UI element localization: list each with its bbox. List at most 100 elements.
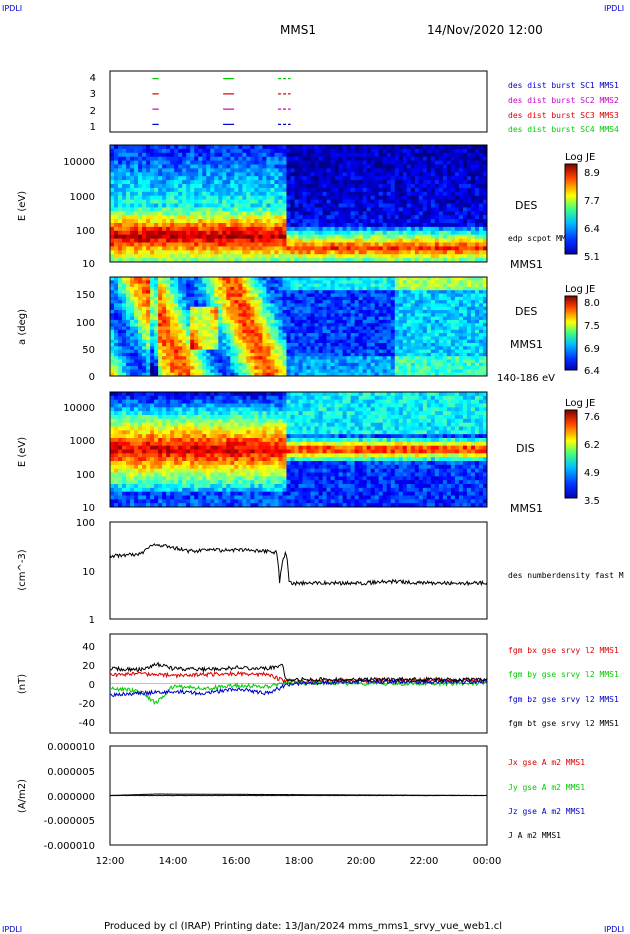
spectrogram-cell <box>390 156 396 161</box>
spectrogram-cell <box>338 223 344 228</box>
spectrogram-cell <box>298 343 303 347</box>
spectrogram-cell <box>318 286 323 291</box>
spectrogram-cell <box>206 286 211 291</box>
spectrogram-cell <box>258 219 263 224</box>
spectrogram-cell <box>458 187 464 193</box>
spectrogram-cell <box>378 306 384 311</box>
spectrogram-cell <box>230 283 235 288</box>
spectrogram-cell <box>210 323 215 327</box>
spectrogram-cell <box>262 290 267 294</box>
spectrogram-cell <box>134 191 139 197</box>
spectrogram-cell <box>130 230 135 236</box>
spectrogram-cell <box>198 230 203 236</box>
spectrogram-cell <box>310 290 315 294</box>
spectrogram-cell <box>370 219 376 224</box>
spectrogram-cell <box>294 336 299 341</box>
spectrogram-cell <box>454 156 460 161</box>
spectrogram-cell <box>138 156 143 161</box>
spectrogram-cell <box>322 277 327 281</box>
spectrogram-cell <box>250 184 255 189</box>
spectrogram-cell <box>214 187 219 193</box>
spectrogram-cell <box>210 164 215 169</box>
spectrogram-cell <box>274 333 279 337</box>
spectrogram-cell <box>206 203 211 208</box>
spectrogram-cell <box>294 191 299 197</box>
spectrogram-cell <box>286 310 291 314</box>
spectrogram-cell <box>274 310 279 314</box>
spectrogram-cell <box>478 246 484 251</box>
spectrogram-cell <box>298 207 303 212</box>
spectrogram-cell <box>154 207 159 212</box>
spectrogram-cell <box>130 310 135 314</box>
spectrogram-cell <box>314 234 319 239</box>
spectrogram-cell <box>158 172 163 177</box>
spectrogram-cell <box>150 329 155 334</box>
spectrogram-cell <box>318 180 323 185</box>
spectrogram-cell <box>130 319 135 324</box>
spectrogram-cell <box>374 219 380 224</box>
spectrogram-cell <box>402 199 408 204</box>
spectrogram-cell <box>298 148 303 154</box>
spectrogram-cell <box>374 286 380 291</box>
spectrogram-cell <box>350 215 356 220</box>
spectrogram-cell <box>166 203 171 208</box>
spectrogram-cell <box>242 250 247 255</box>
spectrogram-cell <box>250 369 255 374</box>
spectrogram-cell <box>194 343 199 347</box>
spectrogram-cell <box>270 329 275 334</box>
spectrogram-cell <box>138 160 143 165</box>
spectrogram-cell <box>394 211 400 216</box>
spectrogram-cell <box>358 323 364 327</box>
spectrogram-cell <box>170 283 175 288</box>
spectrogram-cell <box>302 366 307 370</box>
spectrogram-cell <box>246 316 251 321</box>
spectrogram-cell <box>294 152 299 158</box>
spectrogram-cell <box>358 238 364 243</box>
spectrogram-cell <box>250 323 255 327</box>
spectrogram-cell <box>174 226 179 232</box>
spectrogram-cell <box>438 219 444 224</box>
spectrogram-cell <box>270 369 275 374</box>
spectrogram-cell <box>410 246 416 251</box>
spectrogram-cell <box>250 172 255 177</box>
spectrogram-cell <box>378 343 384 347</box>
spectrogram-cell <box>126 290 131 294</box>
spectrogram-cell <box>274 207 279 212</box>
spectrogram-cell <box>154 199 159 204</box>
spectrogram-cell <box>158 230 163 236</box>
spectrogram-cell <box>290 329 295 334</box>
spectrogram-cell <box>202 172 207 177</box>
spectrogram-cell <box>258 230 263 236</box>
spectrogram-cell <box>222 160 227 165</box>
spectrogram-cell <box>238 176 243 181</box>
spectrogram-cell <box>150 313 155 317</box>
spectrogram-cell <box>390 310 396 314</box>
spectrogram-cell <box>306 313 311 317</box>
spectrogram-cell <box>410 226 416 232</box>
spectrogram-cell <box>462 180 468 185</box>
spectrogram-cell <box>378 329 384 334</box>
spectrogram-cell <box>206 148 211 154</box>
spectrogram-cell <box>166 223 171 228</box>
spectrogram-cell <box>290 246 295 251</box>
spectrogram-cell <box>386 372 392 377</box>
spectrogram-cell <box>254 280 259 284</box>
spectrogram-cell <box>146 336 151 341</box>
spectrogram-cell <box>150 191 155 197</box>
spectrogram-cell <box>214 215 219 220</box>
spectrogram-cell <box>110 199 115 204</box>
spectrogram-cell <box>310 277 315 281</box>
spectrogram-cell <box>142 290 147 294</box>
spectrogram-cell <box>170 277 175 281</box>
spectrogram-cell <box>142 258 147 263</box>
spectrogram-cell <box>110 184 115 189</box>
spectrogram-cell <box>346 356 352 360</box>
spectrogram-cell <box>142 250 147 255</box>
panel-des-energy-frame <box>109 144 488 263</box>
spectrogram-cell <box>198 176 203 181</box>
spectrogram-cell <box>258 184 263 189</box>
spectrogram-cell <box>402 172 408 177</box>
spectrogram-cell <box>390 180 396 185</box>
spectrogram-cell <box>474 215 480 220</box>
spectrogram-cell <box>406 187 412 193</box>
